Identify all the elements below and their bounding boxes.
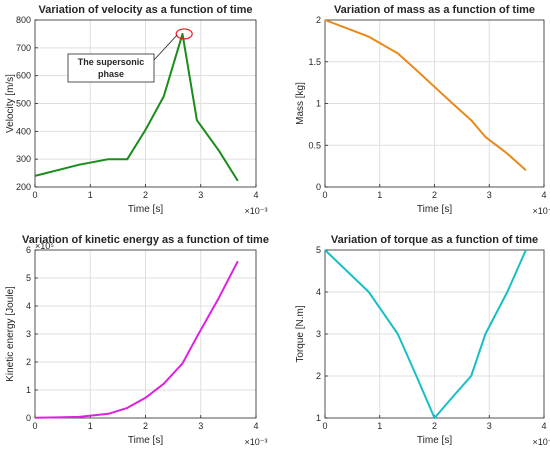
y-tick-label: 0	[316, 182, 321, 192]
x-tick-label: 1	[88, 421, 93, 431]
x-exponent-label: ×10⁻³	[244, 437, 267, 447]
x-tick-label: 4	[253, 190, 258, 200]
y-tick-label: 1.5	[308, 57, 321, 67]
x-tick-label: 2	[143, 190, 148, 200]
chart-panel-2: 0 1 2 3 4 0 0.5 1 1.5 2 Variation of mass as a fun…	[295, 4, 550, 216]
y-tick-label: 700	[16, 43, 31, 53]
y-tick-label: 1	[316, 413, 321, 423]
x-axis-label: Time [s]	[417, 435, 452, 446]
y-tick-label: 4	[316, 287, 321, 297]
y-axis-label: Mass [kg]	[295, 82, 306, 125]
y-exponent-label: ×10⁵	[35, 241, 54, 251]
x-tick-label: 3	[198, 190, 203, 200]
y-tick-label: 2	[316, 371, 321, 381]
y-tick-label: 3	[26, 329, 31, 339]
chart-title: Variation of kinetic energy as a functio…	[22, 234, 269, 246]
series-line	[324, 249, 527, 419]
series-line	[324, 19, 527, 172]
x-exponent-label: ×10⁻³	[244, 206, 267, 216]
x-tick-label: 3	[487, 190, 492, 200]
y-tick-label: 4	[26, 301, 31, 311]
x-tick-label: 0	[32, 190, 37, 200]
y-tick-label: 600	[16, 71, 31, 81]
x-tick-label: 0	[322, 421, 327, 431]
x-exponent-label: ×10⁻³	[532, 206, 550, 216]
x-tick-label: 2	[432, 190, 437, 200]
chart-panel-1: 0 1 2 3 4 200 300 400 500 600 700 800 Variation of v…	[5, 4, 268, 216]
y-tick-label: 1	[316, 99, 321, 109]
chart-title: Variation of torque as a function of tim…	[331, 234, 538, 246]
y-tick-label: 6	[26, 245, 31, 255]
y-tick-label: 2	[26, 357, 31, 367]
series-line	[34, 260, 239, 419]
y-tick-label: 3	[316, 329, 321, 339]
annotation-box	[67, 53, 155, 83]
x-exponent-label: ×10⁻³	[532, 437, 550, 447]
x-tick-label: 0	[322, 190, 327, 200]
x-tick-label: 1	[88, 190, 93, 200]
x-tick-label: 4	[541, 421, 546, 431]
y-tick-label: 200	[16, 182, 31, 192]
annotation-ellipse	[175, 28, 193, 40]
y-tick-label: 800	[16, 15, 31, 25]
y-tick-label: 400	[16, 126, 31, 136]
y-axis-label: Kinetic energy [Joule]	[5, 286, 16, 382]
x-tick-label: 3	[487, 421, 492, 431]
y-tick-label: 500	[16, 99, 31, 109]
y-tick-label: 5	[26, 273, 31, 283]
chart-title: Variation of mass as a function of time	[334, 4, 535, 16]
annotation-text: The supersonic	[78, 57, 145, 67]
x-tick-label: 2	[143, 421, 148, 431]
series-line	[34, 32, 239, 182]
annotation-connector	[153, 34, 178, 61]
x-tick-label: 4	[541, 190, 546, 200]
chart-title: Variation of velocity as a function of t…	[39, 4, 253, 16]
y-tick-label: 0	[26, 413, 31, 423]
y-tick-label: 0.5	[308, 140, 321, 150]
x-axis-label: Time [s]	[128, 204, 163, 215]
y-tick-label: 2	[316, 15, 321, 25]
y-tick-label: 1	[26, 385, 31, 395]
x-axis-label: Time [s]	[128, 435, 163, 446]
y-axis-label: Velocity [m/s]	[5, 74, 16, 133]
annotation-text: phase	[98, 69, 124, 79]
x-tick-label: 1	[377, 421, 382, 431]
x-tick-label: 3	[198, 421, 203, 431]
x-tick-label: 1	[377, 190, 382, 200]
x-axis-label: Time [s]	[417, 204, 452, 215]
x-tick-label: 0	[32, 421, 37, 431]
y-axis-label: Torque [N.m]	[295, 305, 306, 362]
x-tick-label: 2	[432, 421, 437, 431]
y-tick-label: 5	[316, 245, 321, 255]
x-tick-label: 4	[253, 421, 258, 431]
y-tick-label: 300	[16, 154, 31, 164]
